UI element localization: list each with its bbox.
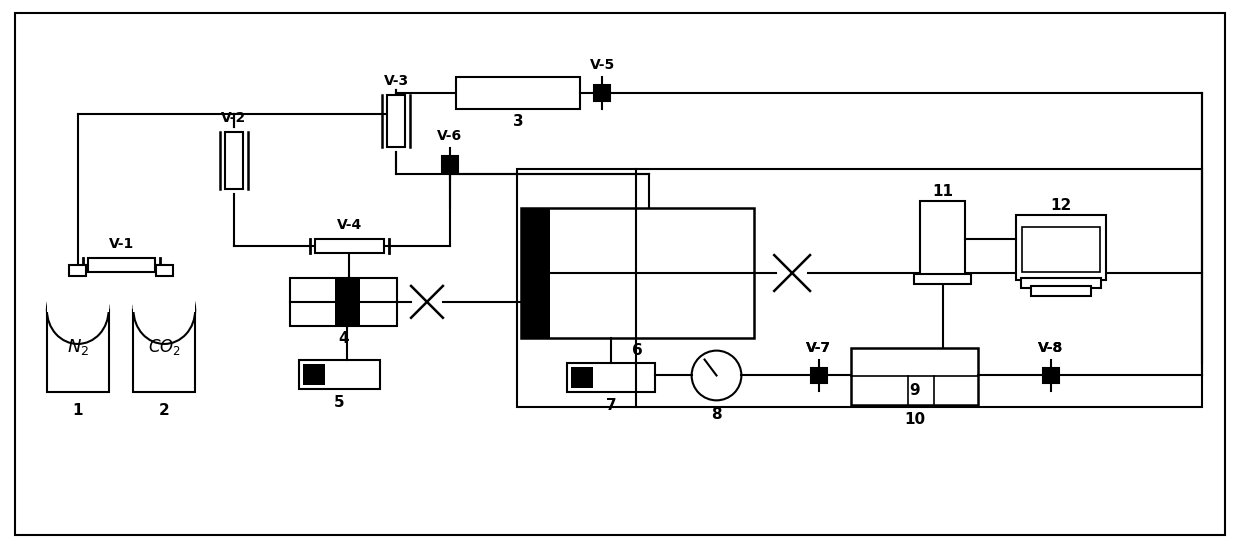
Text: 3: 3 <box>512 115 523 129</box>
Text: V-2: V-2 <box>222 111 247 125</box>
Bar <box>811 368 827 384</box>
Bar <box>224 132 243 190</box>
Bar <box>290 278 397 326</box>
Bar <box>335 278 360 326</box>
Bar <box>456 77 580 109</box>
Bar <box>1021 278 1101 288</box>
Bar <box>69 265 87 276</box>
Text: 5: 5 <box>334 395 345 410</box>
Text: 7: 7 <box>605 398 616 413</box>
Bar <box>88 258 155 272</box>
Text: V-4: V-4 <box>337 218 362 232</box>
Text: 4: 4 <box>339 331 348 346</box>
Bar <box>521 208 754 338</box>
Bar <box>387 95 405 147</box>
Text: V-7: V-7 <box>806 341 832 355</box>
Bar <box>303 363 325 385</box>
Bar <box>920 201 965 276</box>
Text: 8: 8 <box>712 407 722 422</box>
Bar <box>521 208 551 338</box>
Text: 12: 12 <box>1050 198 1071 213</box>
Bar <box>851 347 978 406</box>
Bar <box>1022 227 1100 272</box>
Bar <box>572 367 593 389</box>
Bar <box>567 363 655 392</box>
Text: $CO_2$: $CO_2$ <box>148 336 181 357</box>
Bar <box>914 274 971 284</box>
Bar <box>1043 368 1059 384</box>
Bar <box>47 310 109 392</box>
Text: V-1: V-1 <box>109 237 134 251</box>
Text: V-6: V-6 <box>438 129 463 142</box>
Bar <box>156 265 172 276</box>
Bar <box>517 169 1202 407</box>
Bar <box>1016 215 1106 280</box>
Text: 11: 11 <box>932 184 954 199</box>
Text: 10: 10 <box>904 412 925 427</box>
Bar <box>134 310 195 392</box>
Text: $N_2$: $N_2$ <box>67 336 89 357</box>
Bar <box>1030 286 1091 296</box>
Bar <box>134 276 195 312</box>
Text: 1: 1 <box>72 403 83 418</box>
Bar <box>299 359 381 390</box>
Bar <box>47 276 109 312</box>
Text: V-3: V-3 <box>383 74 409 88</box>
Text: V-5: V-5 <box>589 58 615 72</box>
Ellipse shape <box>47 276 109 344</box>
Text: 2: 2 <box>159 403 170 418</box>
Ellipse shape <box>134 276 195 344</box>
Text: 9: 9 <box>909 384 920 398</box>
Text: V-8: V-8 <box>1038 341 1064 355</box>
Bar <box>594 85 610 101</box>
Text: 6: 6 <box>632 343 642 358</box>
Bar <box>315 239 384 253</box>
Text: V-7: V-7 <box>806 341 832 355</box>
Bar <box>441 156 458 172</box>
Text: V-8: V-8 <box>1038 341 1064 355</box>
